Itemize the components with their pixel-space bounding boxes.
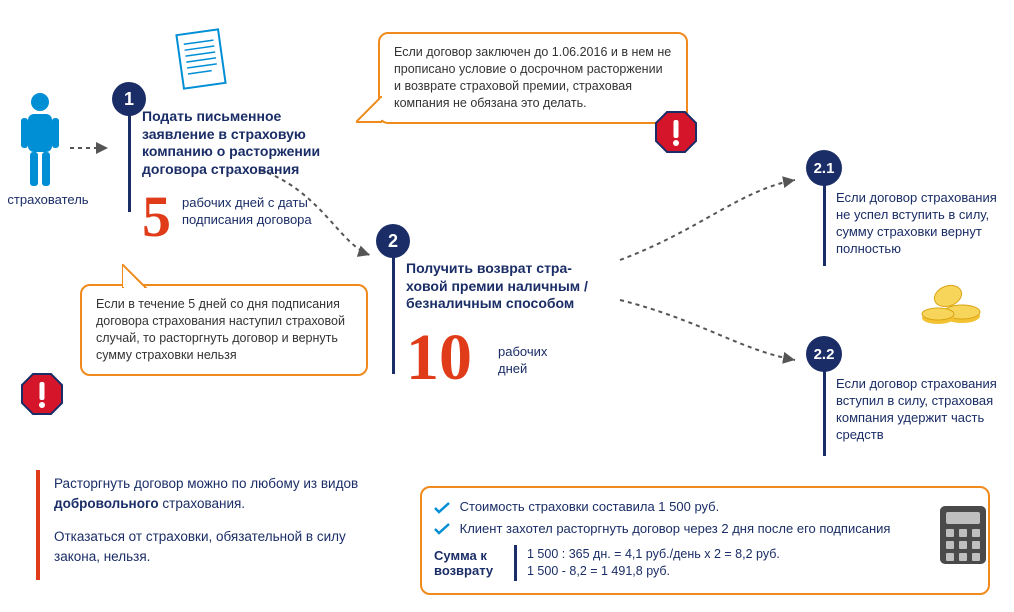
step22-badge: 2.2 (806, 336, 842, 372)
step1-number: 5 (142, 183, 171, 250)
step1-badge: 1 (112, 82, 146, 116)
calc1: 1 500 : 365 дн. = 4,1 руб./день x 2 = 8,… (527, 546, 780, 564)
calc2: 1 500 - 8,2 = 1 491,8 руб. (527, 563, 780, 581)
step2-number: 10 (406, 320, 472, 396)
person-label: страхователь (0, 192, 96, 209)
check1: Стоимость страховки составила 1 500 руб. (460, 499, 720, 514)
step21-badge: 2.1 (806, 150, 842, 186)
check2: Клиент захотел расторгнуть договор через… (460, 521, 891, 536)
footer-line1b: добровольного (54, 496, 159, 511)
warning-icon (20, 372, 60, 412)
warning-icon (654, 110, 694, 150)
step2-badge: 2 (376, 224, 410, 258)
step22-text: Если договор страхования вступил в силу,… (836, 376, 1004, 444)
person-icon (18, 92, 62, 193)
footer-left: Расторгнуть договор можно по любому из в… (54, 474, 374, 566)
step21-pin (823, 184, 826, 266)
footer-line2: Отказаться от страховки, обязательной в … (54, 527, 374, 566)
callout-top-text: Если договор заключен до 1.06.2016 и в н… (394, 45, 671, 110)
step1-pin (128, 112, 131, 212)
callout-mid-text: Если в течение 5 дней со дня подписания … (96, 297, 345, 362)
footer-box: Стоимость страховки составила 1 500 руб.… (420, 486, 990, 595)
footer-line1a: Расторгнуть договор можно по любому из в… (54, 476, 358, 491)
sum-bar (514, 545, 517, 581)
sum-label: Сумма к возврату (434, 548, 504, 579)
step1-caption: рабочих дней с даты подписания договора (182, 195, 327, 229)
step2-pin (392, 254, 395, 374)
footer-redbar (36, 470, 40, 580)
step2-caption: рабочих дней (498, 344, 578, 378)
document-icon (172, 26, 228, 97)
step21-text: Если договор страхования не успел вступи… (836, 190, 1004, 258)
callout-mid: Если в течение 5 дней со дня подписания … (80, 284, 368, 376)
step1-title: Подать письменное заявление в страховую … (142, 108, 327, 178)
step22-pin (823, 370, 826, 456)
footer-line1c: страхования. (159, 496, 245, 511)
coins-icon (918, 282, 982, 331)
calculator-icon (938, 504, 988, 571)
step2-title: Получить возврат стра-ховой премии налич… (406, 260, 606, 313)
callout-top: Если договор заключен до 1.06.2016 и в н… (378, 32, 688, 124)
